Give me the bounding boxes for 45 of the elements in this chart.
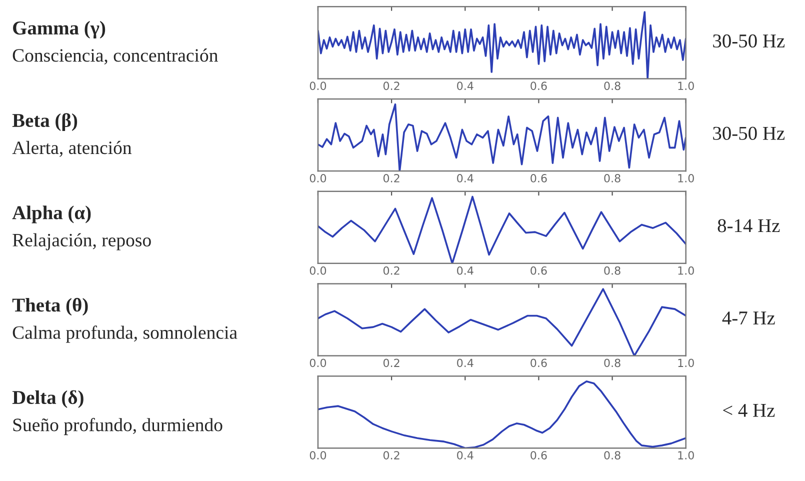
x-tick-label: 0.2: [383, 451, 400, 460]
x-tick-label: 0.8: [604, 358, 620, 368]
x-tick-label: 0.8: [604, 451, 620, 460]
x-tick-label: 0.4: [457, 82, 474, 90]
text: < 4 Hz: [723, 404, 775, 417]
x-tick-label: 0.2: [383, 174, 400, 182]
text: Delta (δ): [12, 390, 84, 408]
text: 30-50 Hz: [713, 126, 785, 140]
x-tick-label: 0.4: [457, 451, 474, 460]
x-tick-label: 0.2: [383, 82, 400, 90]
text: Alpha (α): [12, 206, 91, 224]
text: Consciencia, concentración: [12, 48, 218, 64]
x-tick-label: 0.2: [383, 358, 400, 368]
x-tick-label: 0.6: [530, 174, 547, 182]
x-tick-label: 0.8: [604, 266, 620, 275]
x-tick-label: 0.0: [310, 82, 326, 90]
x-tick-label: 0.0: [310, 451, 326, 460]
text: 30-50 Hz: [713, 34, 785, 48]
x-tick-label: 0.6: [530, 266, 547, 275]
x-tick-label: 0.8: [604, 174, 620, 182]
x-tick-label: 1.0: [678, 82, 694, 90]
x-tick-label: 0.0: [310, 266, 326, 275]
x-tick-label: 0.6: [530, 82, 547, 90]
x-tick-label: 0.4: [457, 174, 474, 182]
text: Calma profunda, somnolencia: [12, 326, 238, 343]
x-tick-label: 1.0: [678, 451, 694, 460]
text: Alerta, atención: [12, 140, 132, 157]
x-tick-label: 1.0: [678, 358, 694, 368]
text: 4-7 Hz: [722, 312, 775, 324]
x-tick-label: 0.6: [530, 358, 547, 368]
text: Gamma (γ): [13, 20, 106, 39]
x-tick-label: 0.8: [604, 82, 620, 90]
text: Theta (θ): [12, 298, 88, 316]
text: Relajación, reposo: [12, 233, 151, 250]
x-tick-label: 1.0: [678, 266, 694, 275]
text: Sueño profundo, durmiendo: [13, 418, 222, 436]
text: 8-14 Hz: [718, 219, 780, 232]
x-tick-label: 0.2: [383, 266, 400, 275]
x-tick-label: 0.0: [310, 358, 326, 368]
x-tick-label: 0.4: [457, 266, 474, 275]
x-tick-label: 0.0: [310, 174, 326, 182]
x-tick-label: 0.4: [457, 358, 474, 368]
text: Beta (β): [12, 113, 78, 131]
x-tick-label: 1.0: [678, 174, 694, 182]
x-tick-label: 0.6: [530, 451, 547, 460]
